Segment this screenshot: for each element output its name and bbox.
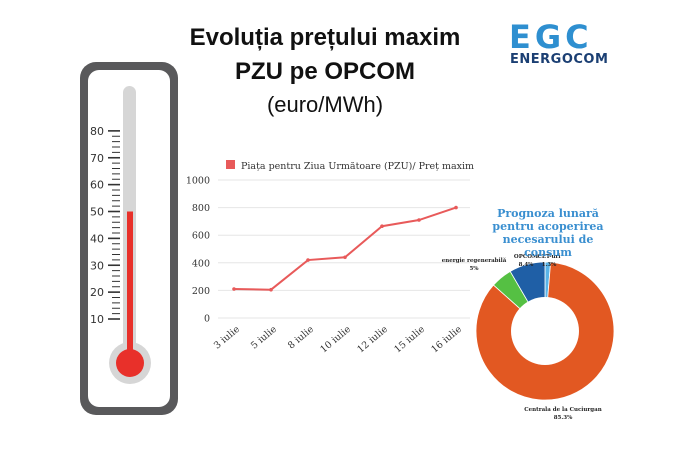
pie-hole	[511, 297, 579, 365]
pie-slice-value: 5%	[469, 266, 479, 272]
thermometer-bulb	[116, 349, 144, 377]
x-tick-label: 12 iulie	[355, 324, 390, 356]
x-tick-label: 3 iulie	[212, 324, 242, 352]
pie-title: Prognoza lunară pentru acoperirea necesa…	[492, 207, 604, 259]
thermometer-label: 80	[90, 125, 104, 138]
logo-energocom: ENERGOCOM	[510, 52, 609, 67]
data-point	[306, 258, 310, 262]
thermometer-label: 50	[90, 206, 104, 219]
data-point	[454, 205, 458, 210]
series-line	[233, 206, 457, 291]
thermometer-label: 30	[90, 259, 104, 272]
thermometer-label: 40	[90, 232, 104, 245]
x-tick-label: 8 iulie	[286, 324, 316, 352]
legend-marker	[226, 160, 235, 169]
thermometer-label: 60	[90, 179, 104, 192]
x-tick-labels: 3 iulie 5 iulie 8 iulie 10 iulie 12 iulie 15 …	[212, 324, 464, 356]
line-chart: Piața pentru Ziua Următoare (PZU)/ Preț …	[186, 160, 474, 355]
x-tick-label: 15 iulie	[392, 324, 427, 356]
chart-title-unit: (euro/MWh)	[266, 92, 384, 117]
y-tick-label: 600	[192, 231, 210, 242]
pie-slice-value: 85.3%	[554, 415, 573, 421]
thermometer-label: 10	[90, 313, 104, 326]
chart-title-line-2: PZU pe OPCOM	[234, 58, 415, 85]
x-tick-label: 10 iulie	[318, 324, 353, 356]
y-gridlines	[218, 179, 470, 319]
data-point	[417, 218, 421, 222]
y-tick-label: 200	[192, 286, 210, 297]
y-tick-label: 800	[192, 203, 210, 214]
logo-egc: EGC	[509, 18, 593, 56]
pie-slice-value: 1.3%	[542, 262, 558, 268]
data-point	[380, 224, 384, 229]
y-tick-labels: 0 200 400 600 800 1000	[186, 176, 210, 325]
pie-slice-label: energie regenerabilă	[442, 258, 507, 264]
chart-title-line-1: Evoluția prețului maxim	[189, 24, 461, 51]
y-tick-label: 1000	[186, 176, 210, 187]
data-point	[269, 287, 273, 292]
pie-slice-label: Centrala de la Cuciurgan	[524, 407, 601, 413]
y-tick-label: 0	[204, 314, 210, 325]
x-tick-label: 16 iulie	[429, 324, 464, 356]
data-point	[232, 287, 236, 291]
thermometer-mercury	[127, 211, 133, 352]
y-tick-label: 400	[192, 258, 210, 269]
thermometer: 80 70 60 50 40 30 20 10	[80, 62, 178, 415]
thermometer-label: 20	[90, 286, 104, 299]
pie-slice-label: OPCOM	[514, 254, 538, 260]
pie-labels: energie regenerabilă 5% OPCOM 8.4%CET-uri 1.…	[442, 254, 602, 421]
pie-chart: energie regenerabilă 5% OPCOM 8.4%CET-uri 1.…	[442, 254, 615, 421]
thermometer-ticks	[108, 130, 120, 320]
series-points	[232, 205, 458, 292]
pie-slice-label: CET-uri	[537, 254, 560, 260]
legend-label: Piața pentru Ziua Următoare (PZU)/ Preț …	[241, 161, 474, 172]
x-tick-label: 5 iulie	[249, 324, 279, 352]
pie-slice-value: 8.4%	[519, 262, 535, 268]
data-point	[343, 255, 347, 260]
thermometer-label: 70	[90, 152, 104, 165]
thermometer-labels: 80 70 60 50 40 30 20 10	[90, 125, 104, 326]
